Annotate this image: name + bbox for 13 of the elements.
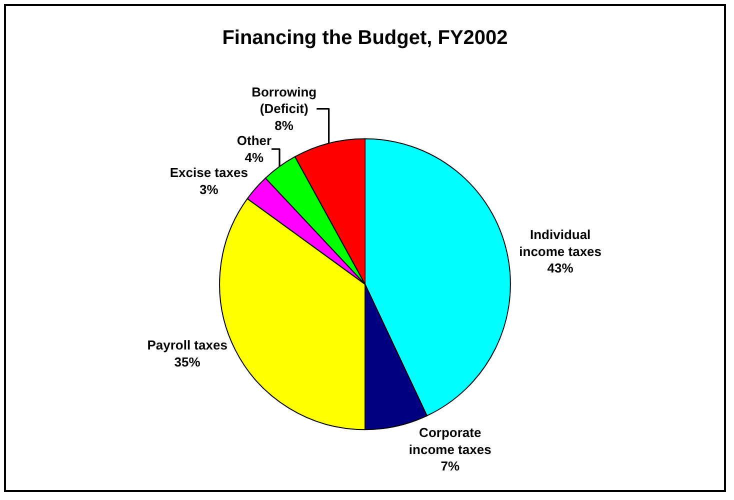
data-label: 35% bbox=[174, 354, 201, 370]
slice-label: Corporate income taxes bbox=[408, 424, 492, 457]
data-label: 4% bbox=[244, 150, 264, 166]
slice-label: Individual income taxes bbox=[519, 226, 602, 259]
data-label: 7% bbox=[440, 458, 460, 474]
slice-label: Payroll taxes bbox=[147, 338, 228, 353]
slice-label: Other bbox=[236, 133, 272, 148]
data-label: 8% bbox=[274, 118, 294, 134]
chart-title: Financing the Budget, FY2002 bbox=[222, 27, 508, 50]
data-label: 3% bbox=[199, 182, 219, 197]
data-label: 43% bbox=[547, 260, 574, 276]
slice-label: Excise taxes bbox=[170, 165, 248, 180]
slice-label: Borrowing (Deficit) bbox=[252, 84, 317, 116]
